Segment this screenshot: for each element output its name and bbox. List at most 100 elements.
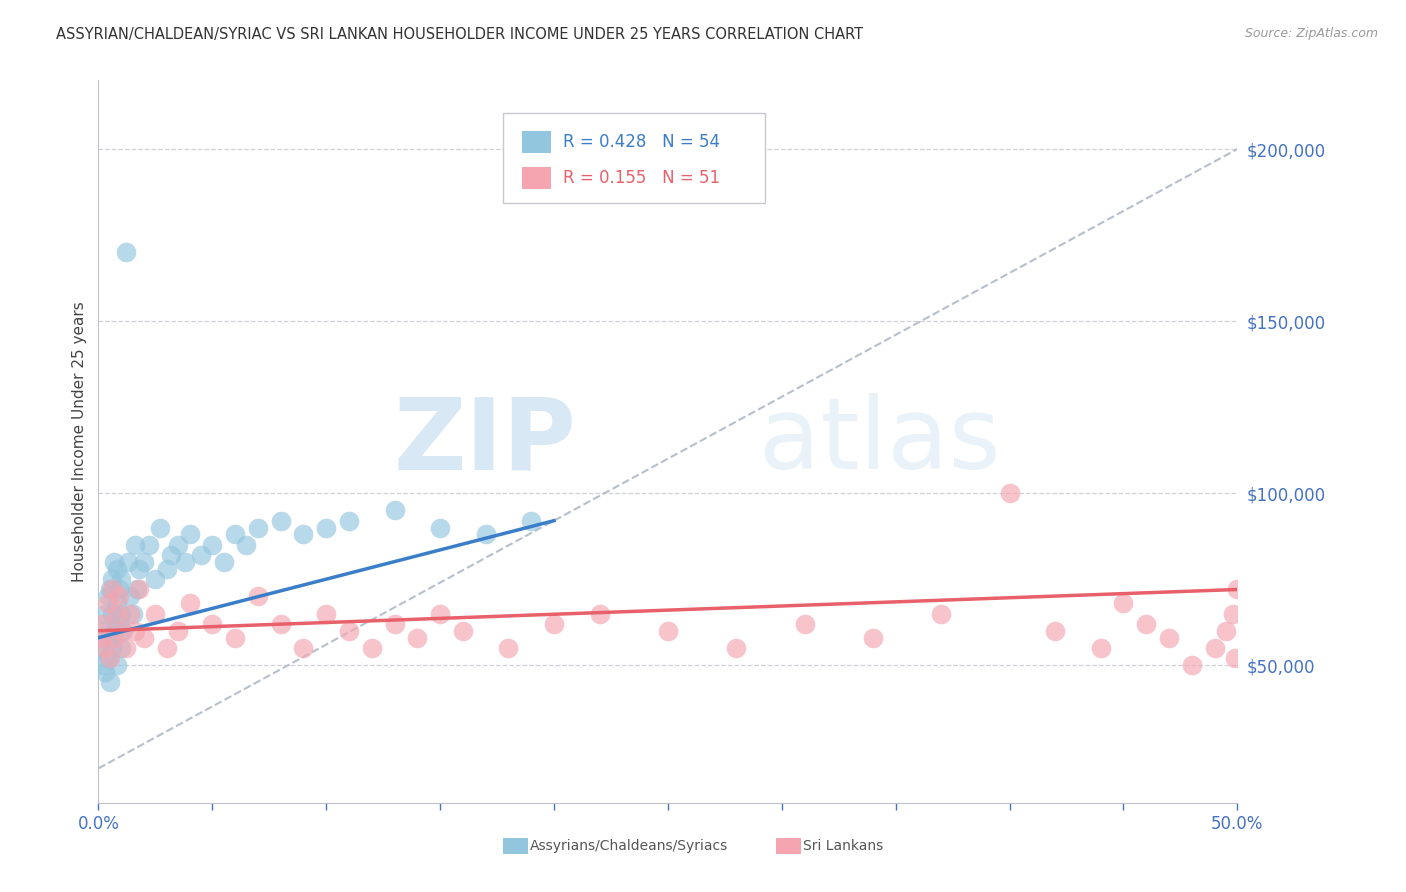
Text: R = 0.155   N = 51: R = 0.155 N = 51	[562, 169, 720, 186]
FancyBboxPatch shape	[503, 112, 765, 203]
Point	[156, 640, 179, 655]
Point	[190, 548, 212, 562]
Point	[498, 640, 520, 655]
Text: Assyrians/Chaldeans/Syriacs: Assyrians/Chaldeans/Syriacs	[530, 839, 728, 853]
Point	[103, 631, 125, 645]
Text: R = 0.428   N = 54: R = 0.428 N = 54	[562, 133, 720, 151]
Text: ASSYRIAN/CHALDEAN/SYRIAC VS SRI LANKAN HOUSEHOLDER INCOME UNDER 25 YEARS CORRELA: ASSYRIAN/CHALDEAN/SYRIAC VS SRI LANKAN H…	[56, 27, 863, 42]
Point	[588, 607, 610, 621]
Point	[337, 514, 360, 528]
Point	[337, 624, 360, 638]
Point	[103, 624, 125, 638]
Point	[96, 590, 118, 604]
Point	[94, 607, 117, 621]
Point	[145, 607, 167, 621]
Point	[1043, 624, 1066, 638]
Point	[101, 640, 124, 655]
Point	[138, 538, 160, 552]
Point	[406, 631, 429, 645]
Text: ZIP: ZIP	[394, 393, 576, 490]
Bar	[522, 167, 551, 189]
Point	[179, 527, 201, 541]
Bar	[522, 131, 551, 153]
Point	[103, 555, 125, 569]
Point	[101, 572, 124, 586]
Point	[998, 486, 1021, 500]
Point	[429, 520, 451, 534]
Point	[98, 631, 121, 645]
Point	[1223, 651, 1246, 665]
Point	[91, 624, 114, 638]
Text: Source: ZipAtlas.com: Source: ZipAtlas.com	[1244, 27, 1378, 40]
Point	[124, 624, 146, 638]
Bar	[776, 838, 801, 855]
Point	[1090, 640, 1112, 655]
Point	[167, 624, 190, 638]
Point	[114, 245, 136, 260]
Point	[110, 624, 132, 638]
Point	[160, 548, 183, 562]
Point	[1222, 607, 1244, 621]
Point	[127, 582, 149, 597]
Point	[110, 572, 132, 586]
Point	[520, 514, 543, 528]
Point	[384, 503, 406, 517]
Point	[94, 640, 117, 655]
Point	[90, 631, 112, 645]
Point	[246, 590, 269, 604]
Point	[1215, 624, 1237, 638]
Point	[149, 520, 172, 534]
Point	[201, 538, 224, 552]
Point	[1157, 631, 1180, 645]
Point	[121, 607, 143, 621]
Point	[105, 658, 128, 673]
Point	[1181, 658, 1204, 673]
Point	[98, 651, 121, 665]
Point	[91, 658, 114, 673]
Point	[862, 631, 884, 645]
Point	[145, 572, 167, 586]
Point	[128, 562, 150, 576]
Point	[114, 640, 136, 655]
Point	[117, 555, 139, 569]
Point	[156, 562, 179, 576]
Text: Sri Lankans: Sri Lankans	[803, 839, 883, 853]
Point	[128, 582, 150, 597]
Point	[112, 624, 135, 638]
Point	[108, 590, 131, 604]
Point	[124, 538, 146, 552]
Point	[224, 527, 246, 541]
Point	[929, 607, 952, 621]
Point	[657, 624, 679, 638]
Point	[212, 555, 235, 569]
Point	[167, 538, 190, 552]
Point	[1112, 596, 1135, 610]
Point	[105, 596, 128, 610]
Point	[1226, 582, 1249, 597]
Point	[98, 675, 121, 690]
Point	[201, 616, 224, 631]
Point	[110, 640, 132, 655]
Point	[101, 607, 124, 621]
Point	[235, 538, 257, 552]
Point	[96, 596, 118, 610]
Point	[429, 607, 451, 621]
Point	[315, 607, 337, 621]
Point	[174, 555, 197, 569]
Point	[270, 616, 292, 631]
Point	[108, 616, 131, 631]
Point	[725, 640, 748, 655]
Point	[94, 665, 117, 679]
Point	[360, 640, 382, 655]
Point	[315, 520, 337, 534]
Point	[292, 640, 315, 655]
Y-axis label: Householder Income Under 25 years: Householder Income Under 25 years	[72, 301, 87, 582]
Point	[179, 596, 201, 610]
Point	[101, 582, 124, 597]
Point	[246, 520, 269, 534]
Point	[451, 624, 474, 638]
Point	[91, 616, 114, 631]
Point	[120, 590, 142, 604]
Point	[474, 527, 496, 541]
Point	[543, 616, 565, 631]
